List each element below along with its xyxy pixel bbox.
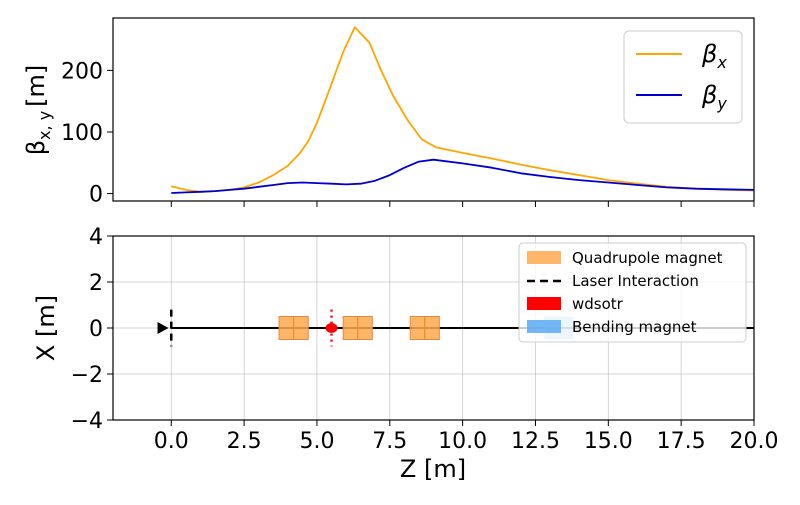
quadrupole-magnet	[278, 316, 295, 340]
bottom-legend-box	[518, 242, 747, 343]
bottom-y-tick-label: −4	[71, 409, 103, 434]
beam-start-marker	[157, 322, 169, 334]
quadrupole-magnet	[342, 316, 359, 340]
legend-quadrupole-label: Quadrupole magnet	[572, 249, 723, 267]
bottom-y-tick-label: 0	[89, 317, 103, 342]
legend-quadrupole-swatch	[527, 251, 561, 264]
legend-beta-y-label: βy	[701, 81, 727, 113]
top-axes-frame	[112, 17, 755, 202]
legend-beta-x-label: βx	[701, 40, 727, 72]
top-y-ticks: 0 100 200	[61, 59, 113, 208]
top-y-tick-label: 0	[89, 183, 103, 208]
quadrupole-magnet	[357, 316, 373, 340]
bottom-x-tick-label: 7.5	[372, 429, 407, 454]
bottom-x-tick-label: 12.5	[511, 429, 560, 454]
bottom-y-tick-label: 2	[89, 271, 103, 296]
top-x-ticks	[170, 201, 755, 207]
top-y-axis-label: βx, y[m]	[22, 65, 54, 156]
bottom-x-tick-label: 17.5	[657, 429, 706, 454]
legend-screen-swatch	[527, 297, 561, 310]
beta-function-panel: 0 100 200 βx, y[m] βx βy	[22, 17, 755, 208]
quadrupole-magnet	[293, 316, 309, 340]
screen-marker	[325, 323, 338, 333]
quadrupole-magnet	[409, 316, 426, 340]
bottom-x-tick-label: 0.0	[154, 429, 189, 454]
beamline-layout-panel: 0.0 2.5 5.0 7.5 10.0 12.5 15.0 17.5 20.0 −4 −2 0 2 4…	[32, 225, 778, 483]
bottom-y-tick-label: −2	[71, 363, 103, 388]
bottom-y-ticks: −4 −2 0 2 4	[71, 225, 113, 434]
beta-x-line	[171, 26, 754, 193]
bottom-x-tick-label: 2.5	[227, 429, 262, 454]
bottom-y-axis-label: X [m]	[32, 295, 60, 361]
beta-y-line	[171, 158, 754, 194]
legend-laser-label: Laser Interaction	[572, 272, 699, 290]
legend-bending-label: Bending magnet	[572, 318, 697, 336]
bottom-x-tick-label: 10.0	[438, 429, 487, 454]
bottom-x-tick-label: 20.0	[730, 429, 779, 454]
quadrupole-magnet	[424, 316, 440, 340]
legend-screen-label: wdsotr	[572, 295, 624, 313]
top-y-tick-label: 200	[61, 59, 103, 84]
bottom-y-tick-label: 4	[89, 225, 103, 250]
beta-series-group	[171, 26, 754, 194]
bottom-x-tick-label: 15.0	[584, 429, 633, 454]
bottom-x-ticks: 0.0 2.5 5.0 7.5 10.0 12.5 15.0 17.5 20.0	[154, 420, 779, 454]
bottom-legend: Quadrupole magnet Laser Interaction wdso…	[518, 242, 747, 343]
legend-bending-swatch	[527, 320, 561, 333]
top-y-tick-label: 100	[61, 121, 103, 146]
bottom-x-axis-label: Z [m]	[400, 455, 466, 483]
top-legend: βx βy	[623, 30, 743, 124]
bottom-x-tick-label: 5.0	[299, 429, 334, 454]
